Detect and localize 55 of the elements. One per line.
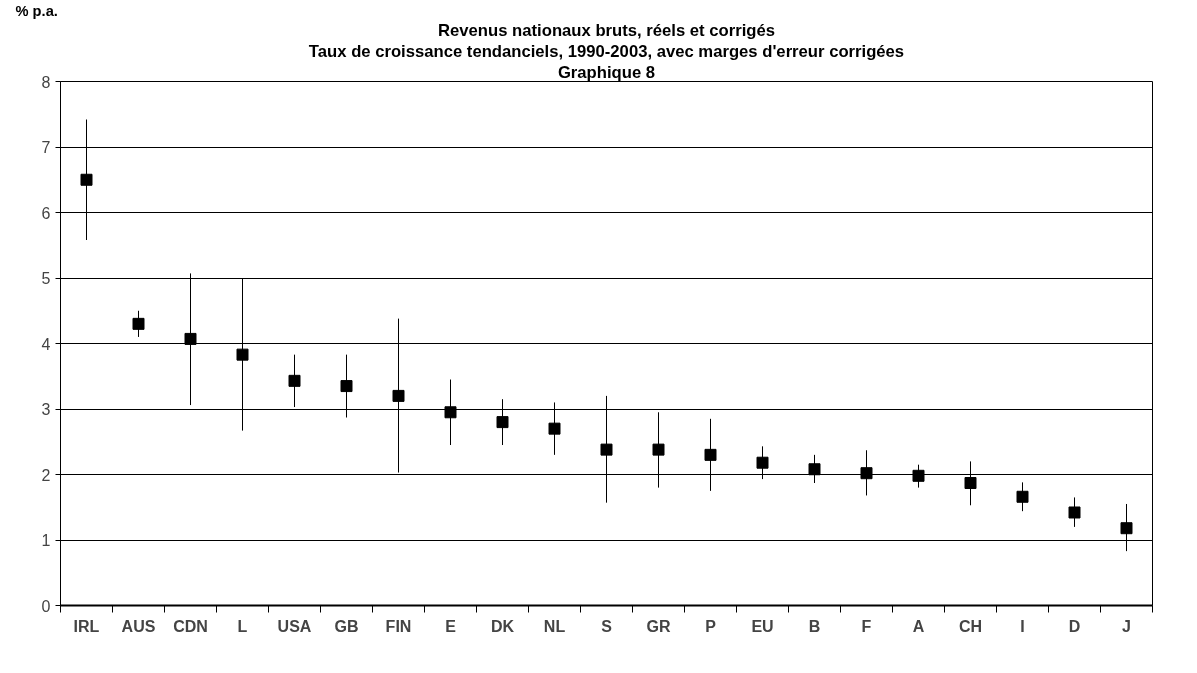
point — [236, 348, 249, 361]
x-tick-label: F — [861, 617, 872, 635]
x-tick-label: A — [912, 617, 925, 635]
x-tick-label: S — [601, 617, 613, 635]
point — [756, 456, 769, 469]
y-tick-label: 8 — [41, 73, 51, 91]
x-tick-label: J — [1122, 617, 1131, 635]
point — [496, 416, 509, 429]
chart-subtitle: Taux de croissance tendanciels, 1990-2003, avec marges d'erreur corrigées — [308, 41, 905, 61]
point — [1068, 506, 1081, 519]
x-tick-label: D — [1068, 617, 1081, 635]
point — [652, 443, 665, 456]
text: Graphique 8 — [557, 62, 656, 82]
chart-title: Revenus nationaux bruts, réels et corrigés — [438, 20, 775, 40]
y-tick-label: 5 — [41, 270, 51, 287]
point — [1016, 490, 1029, 503]
point — [548, 422, 561, 435]
y-tick-label: 4 — [41, 335, 51, 353]
x-tick-label: L — [237, 617, 248, 635]
point — [1120, 522, 1133, 535]
x-tick-label: NL — [543, 617, 566, 635]
point — [340, 380, 353, 393]
point — [80, 173, 93, 186]
point — [704, 448, 717, 461]
point — [184, 332, 197, 345]
x-tick-label: IRL — [73, 617, 100, 635]
point — [964, 477, 977, 490]
x-tick-label: GR — [646, 617, 671, 635]
y-tick-label: 1 — [41, 532, 51, 549]
x-tick-label: I — [1020, 617, 1025, 635]
point — [444, 406, 457, 419]
point — [392, 389, 405, 402]
x-tick-label: P — [705, 617, 717, 635]
x-tick-label: USA — [277, 617, 312, 635]
point — [288, 374, 301, 387]
point — [860, 467, 873, 480]
y-tick-label: 0 — [41, 597, 51, 615]
y-tick-label: 7 — [41, 139, 51, 156]
x-tick-label: GB — [334, 617, 359, 635]
x-tick-label: DK — [490, 617, 515, 635]
point — [912, 469, 925, 482]
x-tick-label: CH — [958, 617, 983, 635]
y-tick-label: 6 — [41, 204, 51, 222]
point — [600, 443, 613, 456]
y-tick-label: 3 — [41, 401, 51, 418]
x-tick-label: CDN — [173, 617, 208, 635]
y-tick-label: 2 — [41, 466, 51, 484]
x-tick-label: B — [808, 617, 821, 635]
x-tick-label: FIN — [385, 617, 412, 635]
y-axis-title: % p.a. — [15, 2, 58, 19]
point — [808, 463, 821, 476]
x-tick-label: EU — [751, 617, 774, 635]
x-tick-label: E — [445, 617, 457, 635]
point — [132, 317, 145, 330]
x-tick-label: AUS — [121, 617, 156, 635]
